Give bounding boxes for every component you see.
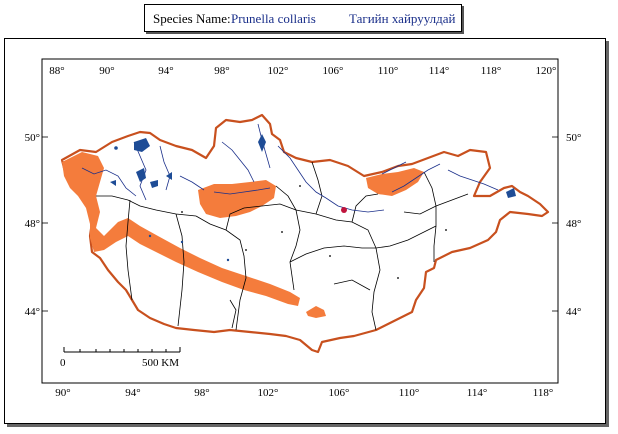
top-lon-label: 98° [214, 65, 229, 77]
bottom-lon-label: 90° [55, 387, 70, 399]
left-lat-label: 48° [25, 218, 40, 230]
local-name: Тагийн хайруулдай [349, 11, 456, 26]
lakes [110, 134, 516, 262]
right-lat-label: 50° [566, 132, 581, 144]
scale-bar [63, 347, 181, 353]
bottom-lon-label: 98° [194, 387, 209, 399]
scale-end-label: 500 KM [142, 357, 179, 369]
bottom-lon-label: 118° [533, 387, 554, 399]
capital-marker [341, 207, 347, 213]
rivers [81, 123, 499, 213]
bottom-lon-label: 110° [399, 387, 420, 399]
map-frame [4, 38, 606, 424]
top-lon-label: 106° [323, 65, 344, 77]
scale-start-label: 0 [60, 357, 66, 369]
bottom-lon-label: 94° [125, 387, 140, 399]
left-lat-label: 44° [25, 306, 40, 318]
top-lon-label: 88° [49, 65, 64, 77]
top-lon-label: 90° [99, 65, 114, 77]
map-inner-border [41, 58, 559, 384]
bottom-lon-label: 114° [467, 387, 488, 399]
right-lat-label: 44° [566, 306, 581, 318]
species-title-box: Species Name: Prunella collaris Тагийн х… [144, 4, 462, 32]
top-lon-label: 110° [378, 65, 399, 77]
species-range [62, 152, 424, 318]
top-lon-label: 118° [481, 65, 502, 77]
top-lon-label: 120° [536, 65, 557, 77]
scientific-name: Prunella collaris [231, 11, 316, 26]
left-lat-label: 50° [25, 132, 40, 144]
top-lon-label: 94° [158, 65, 173, 77]
province-boundaries [96, 161, 469, 331]
species-label: Species Name: [153, 11, 231, 26]
right-lat-label: 48° [566, 218, 581, 230]
graticule-ticks [42, 136, 558, 312]
top-lon-label: 102° [268, 65, 289, 77]
bottom-lon-label: 102° [258, 387, 279, 399]
settlements [181, 185, 447, 279]
country-boundary [60, 113, 550, 354]
top-lon-label: 114° [429, 65, 450, 77]
bottom-lon-label: 106° [329, 387, 350, 399]
